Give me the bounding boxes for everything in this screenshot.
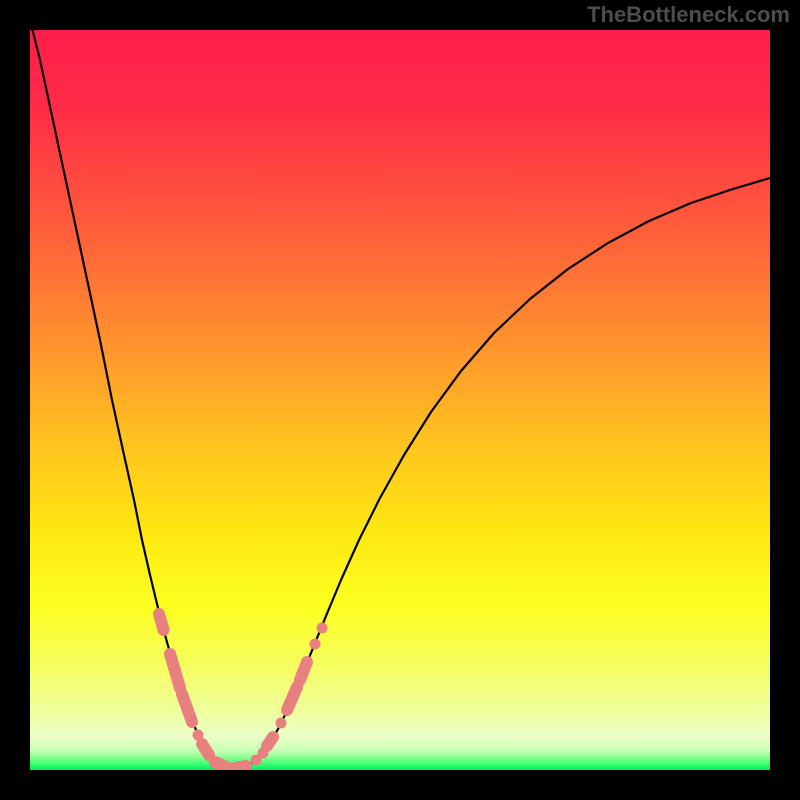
marker-pill [202, 744, 209, 755]
marker-pill [232, 766, 246, 769]
marker-pill [159, 614, 164, 630]
figure-root: TheBottleneck.com [0, 0, 800, 800]
marker-pill [267, 737, 273, 746]
marker-pill [215, 762, 228, 768]
marker-dot [276, 718, 287, 729]
gradient-background [30, 30, 770, 770]
marker-dot [317, 623, 328, 634]
marker-dot [310, 639, 321, 650]
marker-pill [300, 662, 307, 680]
plot-area [30, 30, 770, 770]
chart-svg [30, 30, 770, 770]
watermark-text: TheBottleneck.com [587, 2, 790, 28]
